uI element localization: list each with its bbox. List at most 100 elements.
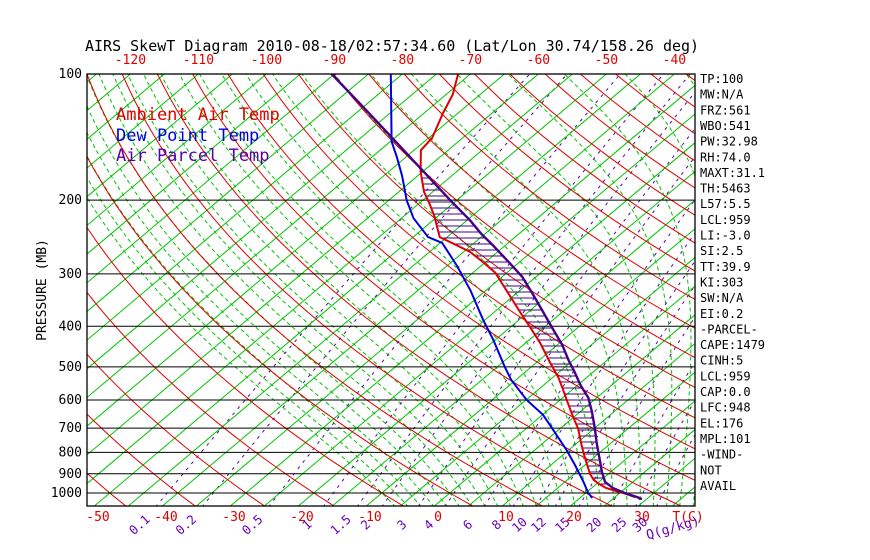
isotherm-line <box>502 342 695 506</box>
dry-adiabat-line <box>121 74 613 506</box>
parcel-temp-curve <box>330 74 643 501</box>
dry-adiabat-line <box>650 74 695 108</box>
temp-tick-top-label: -90 <box>323 53 346 68</box>
moist-adiabat-line <box>456 74 656 506</box>
temp-tick-top-label: -80 <box>391 53 414 68</box>
mixing-ratio-tick-label: 1.5 <box>327 512 354 538</box>
stat-line: FRZ:561 <box>700 103 751 117</box>
mixing-ratio-tick-label: 3 <box>394 517 410 533</box>
isotherm-line <box>87 74 301 255</box>
dry-adiabat-line <box>87 291 335 506</box>
moist-adiabat-line <box>199 74 550 506</box>
temp-tick-top-label: -40 <box>663 53 686 68</box>
isotherm-line <box>162 74 675 506</box>
temp-tick-top-label: -110 <box>183 53 214 68</box>
temp-tick-top-label: -60 <box>527 53 550 68</box>
pressure-tick-label: 600 <box>59 393 82 408</box>
mixing-ratio-line <box>323 74 664 506</box>
mixing-ratio-line <box>418 127 695 506</box>
mixing-ratio-tick-label: 20 <box>583 514 604 535</box>
temp-tick-bottom-label: -20 <box>290 510 313 525</box>
moist-adiabat-line <box>98 74 473 506</box>
isotherm-line <box>87 74 131 112</box>
isotherm-line <box>94 74 607 506</box>
stat-line: TT:39.9 <box>700 260 751 274</box>
pressure-tick-label: 700 <box>59 421 82 436</box>
isotherm-line <box>87 74 573 485</box>
pressure-tick-label: 1000 <box>51 486 82 501</box>
isotherm-line <box>604 428 695 506</box>
moist-adiabat-line <box>178 74 537 506</box>
dry-adiabat-line <box>227 74 695 450</box>
legend-ambient-air-temp: Ambient Air Temp <box>116 105 280 125</box>
mixing-ratio-line <box>535 260 695 506</box>
stat-line: LCL:959 <box>700 369 751 383</box>
pressure-tick-label: 200 <box>59 193 82 208</box>
moist-adiabat-line <box>87 196 396 506</box>
isotherm-line <box>230 113 695 506</box>
ambient-temp-curve <box>419 74 636 498</box>
mixing-ratio-line <box>268 74 621 506</box>
legend-air-parcel-temp: Air Parcel Temp <box>116 146 270 166</box>
dry-adiabat-line <box>580 74 695 162</box>
isotherm-line <box>87 74 437 370</box>
isotherm-line <box>87 74 403 341</box>
isotherm-line <box>570 400 695 506</box>
dry-adiabat-line <box>87 472 127 506</box>
stat-line: TH:5463 <box>700 182 751 196</box>
mixing-ratio-line <box>635 399 695 506</box>
dry-adiabat-line <box>87 74 544 506</box>
chart-title: AIRS SkewT Diagram 2010-08-18/02:57:34.6… <box>85 37 699 55</box>
dry-adiabat-line <box>87 155 474 506</box>
temp-tick-top-label: -50 <box>595 53 618 68</box>
stat-line: CAPE:1479 <box>700 338 765 352</box>
isotherm-line <box>87 74 267 227</box>
dry-adiabat-line <box>333 74 695 359</box>
isotherm-line <box>264 142 695 506</box>
pressure-axis-label: PRESSURE (MB) <box>35 239 50 341</box>
isotherm-line <box>87 74 471 399</box>
pressure-tick-label: 100 <box>59 67 82 82</box>
mixing-ratio-line <box>554 284 695 506</box>
stat-line: -PARCEL- <box>700 322 758 336</box>
isotherm-line <box>87 74 369 313</box>
stat-line: LI:-3.0 <box>700 229 751 243</box>
isotherm-line <box>87 74 505 427</box>
temp-tick-bottom-label: 30 <box>634 510 650 525</box>
mixing-ratio-line <box>202 74 568 506</box>
mixing-ratio-tick-label: 15 <box>552 514 573 535</box>
moist-adiabat-line <box>245 74 576 506</box>
moist-adiabat-line <box>272 74 589 506</box>
temp-tick-bottom-label: -30 <box>222 510 245 525</box>
dry-adiabat-line <box>192 74 695 481</box>
temp-tick-bottom-label: -10 <box>358 510 381 525</box>
sounding-curves <box>330 74 643 501</box>
stat-line: CINH:5 <box>700 354 743 368</box>
moist-adiabat-line <box>221 74 563 506</box>
stat-line: EI:0.2 <box>700 307 743 321</box>
cape-hatch-area <box>420 171 608 485</box>
mixing-ratio-tick-label: 10 <box>509 514 530 535</box>
temp-tick-bottom-label: 10 <box>498 510 514 525</box>
plot-border <box>86 73 696 507</box>
isotherm-line <box>366 228 695 506</box>
isotherm-line <box>196 84 695 506</box>
stat-line: PW:32.98 <box>700 135 758 149</box>
stat-line: MPL:101 <box>700 432 751 446</box>
dry-adiabat-line <box>368 74 695 329</box>
moist-adiabat-line <box>87 155 422 506</box>
temp-tick-bottom-label: -50 <box>86 510 109 525</box>
moist-adiabat-line <box>564 74 692 506</box>
isotherm-line <box>468 314 695 506</box>
dry-adiabat-line <box>439 74 695 272</box>
moist-adiabat-line <box>112 74 486 506</box>
stat-line: TP:100 <box>700 72 743 86</box>
dry-adiabat-line <box>509 74 695 216</box>
pressure-tick-label: 900 <box>59 467 82 482</box>
dry-adiabat-line <box>156 74 683 506</box>
pressure-tick-label: 400 <box>59 319 82 334</box>
legend-dew-point-temp: Dew Point Temp <box>116 126 259 146</box>
plot-frame <box>86 73 696 507</box>
